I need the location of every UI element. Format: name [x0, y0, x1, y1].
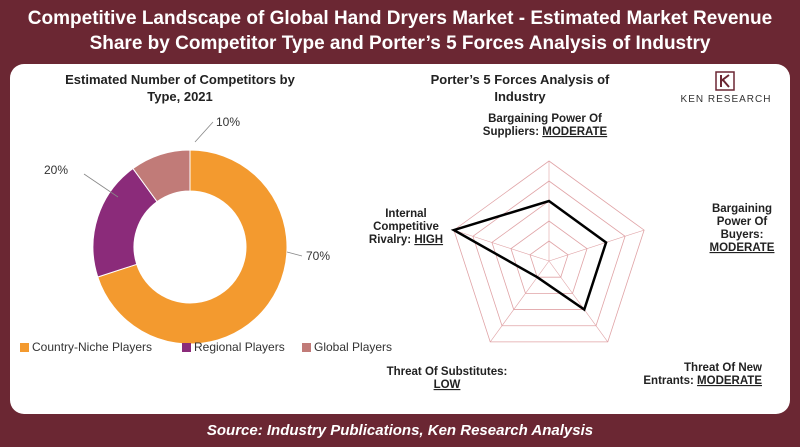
radar-axis-label: Internal Competitive Rivalry: HIGH — [369, 208, 443, 246]
logo-text: KEN RESEARCH — [680, 94, 772, 105]
leader-line — [194, 121, 214, 143]
donut-value-label: 20% — [44, 163, 68, 177]
donut-value-label: 70% — [306, 249, 330, 263]
pie-title-line: Type, 2021 — [147, 89, 213, 104]
donut-value-label: 10% — [216, 115, 240, 129]
legend-swatch — [182, 343, 191, 352]
radar-axis-label: Bargaining Power Of Buyers: MODERATE — [710, 203, 775, 254]
leader-line — [83, 173, 119, 198]
title-line-1: Competitive Landscape of Global Hand Dry… — [27, 8, 773, 29]
leader-line — [286, 251, 303, 257]
radar-axis-label: Threat Of Substitutes: LOW — [387, 366, 508, 391]
legend-swatch — [20, 343, 29, 352]
radar-grid-ring — [510, 220, 588, 294]
legend-label: Country-Niche Players — [32, 340, 152, 354]
source-footer: Source: Industry Publications, Ken Resea… — [206, 422, 594, 439]
legend-swatch — [302, 343, 311, 352]
donut-slice-country-niche-players — [97, 149, 288, 345]
legend-label: Regional Players — [194, 340, 285, 354]
donut-slice-global-players — [132, 149, 191, 203]
radar-grid-ring — [472, 180, 626, 327]
title-line-2: Share by Competitor Type and Porter’s 5 … — [89, 33, 711, 54]
radar-title-line: Porter’s 5 Forces Analysis of — [431, 72, 610, 87]
content-panel: Estimated Number of Competitors by Type, … — [10, 64, 790, 414]
radar-axis-line — [548, 229, 645, 262]
radar-axis-line — [489, 260, 550, 343]
radar-grid-ring — [529, 240, 569, 278]
header-title: Competitive Landscape of Global Hand Dry… — [0, 0, 800, 62]
ken-research-logo-mark — [715, 71, 735, 91]
ken-research-logo: KEN RESEARCH — [676, 70, 776, 110]
radar-axis-line — [453, 229, 550, 262]
radar-axis-label: Threat Of New Entrants: MODERATE — [643, 362, 762, 387]
radar-axis-label: Bargaining Power Of Suppliers: MODERATE — [483, 113, 608, 138]
radar-series-line — [450, 199, 608, 312]
radar-axis-line — [548, 260, 609, 343]
charts-canvas: Estimated Number of Competitors by Type, … — [20, 72, 775, 391]
radar-title-line: Industry — [494, 89, 546, 104]
legend-label: Global Players — [314, 340, 392, 354]
radar-grid-ring — [453, 160, 645, 343]
pie-title-line: Estimated Number of Competitors by — [65, 72, 295, 87]
